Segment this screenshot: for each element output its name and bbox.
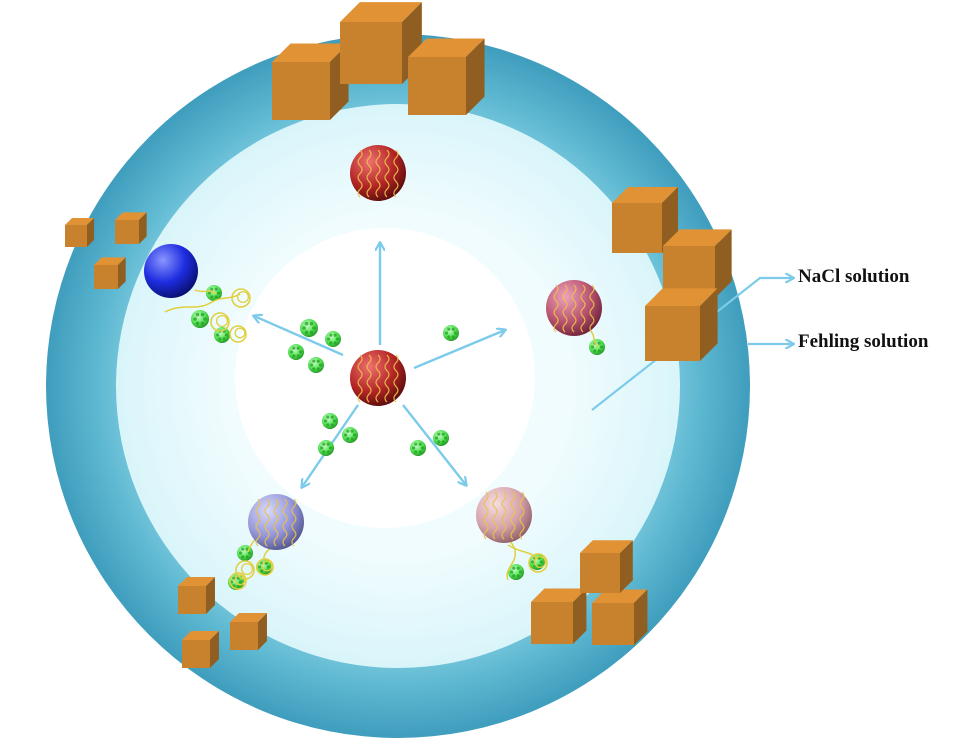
precipitate-cube bbox=[340, 2, 422, 84]
tether-coil bbox=[533, 555, 547, 569]
precipitate-cube bbox=[580, 540, 633, 593]
tether-coil bbox=[528, 553, 548, 573]
bottom-right-light-sphere bbox=[476, 487, 532, 543]
precipitate-cube bbox=[65, 217, 95, 247]
tether-coil bbox=[256, 558, 274, 576]
green-particle bbox=[508, 564, 524, 580]
right-pink-sphere bbox=[546, 280, 602, 336]
precipitate-cube bbox=[663, 229, 732, 298]
precipitate-cube bbox=[612, 187, 678, 253]
tether-coil bbox=[234, 327, 246, 339]
reaction-arrow bbox=[402, 404, 466, 485]
fehling-solution-label: Fehling solution bbox=[798, 331, 929, 352]
green-particle bbox=[300, 319, 318, 337]
tether-chain bbox=[194, 289, 217, 295]
tether-chain bbox=[164, 293, 241, 313]
green-particle bbox=[191, 310, 209, 328]
tether-coil bbox=[261, 560, 273, 572]
tether-coil bbox=[229, 325, 247, 343]
precipitate-cube bbox=[115, 212, 147, 244]
green-particle bbox=[410, 440, 426, 456]
precipitate-cube bbox=[178, 577, 215, 614]
tether-coil bbox=[210, 312, 230, 332]
tether-coil bbox=[231, 288, 251, 308]
green-particle bbox=[342, 427, 358, 443]
precipitate-cube bbox=[230, 613, 267, 650]
green-particle bbox=[308, 357, 324, 373]
green-particle bbox=[318, 440, 334, 456]
tether-coil bbox=[215, 314, 229, 328]
center-red-sphere bbox=[350, 350, 406, 406]
tether-chain bbox=[507, 544, 539, 561]
precipitate-cube bbox=[408, 38, 485, 115]
green-particle bbox=[433, 430, 449, 446]
precipitate-cube bbox=[531, 588, 587, 644]
tether-coil bbox=[236, 290, 250, 304]
tether-coil bbox=[229, 572, 247, 590]
nacl-solution-label: NaCl solution bbox=[798, 266, 910, 287]
green-particle bbox=[325, 331, 341, 347]
bottom-left-lavender-sphere bbox=[248, 494, 304, 550]
tether-coil bbox=[234, 574, 246, 586]
precipitate-cube bbox=[182, 631, 219, 668]
reaction-arrow bbox=[254, 316, 344, 357]
reaction-arrow bbox=[413, 330, 505, 370]
top-red-sphere bbox=[350, 145, 406, 201]
nacl-pointer-line bbox=[591, 278, 793, 411]
precipitate-cube bbox=[592, 589, 648, 645]
green-particle bbox=[322, 413, 338, 429]
left-blue-sphere bbox=[144, 244, 198, 298]
precipitate-cube bbox=[94, 257, 126, 289]
precipitate-cube bbox=[645, 288, 718, 361]
green-particle bbox=[443, 325, 459, 341]
tether-coil bbox=[240, 562, 254, 576]
green-particle bbox=[288, 344, 304, 360]
precipitate-cube bbox=[272, 43, 349, 120]
